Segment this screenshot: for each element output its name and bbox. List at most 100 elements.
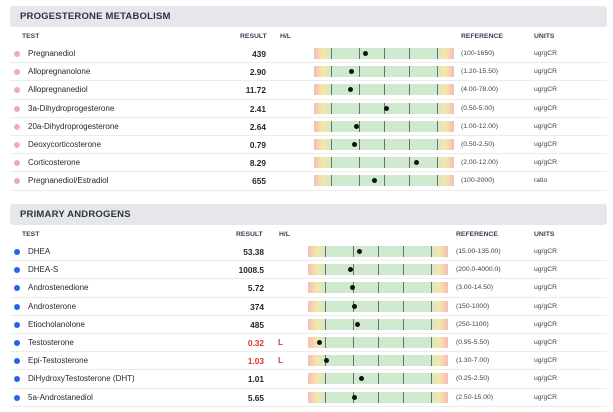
test-name: Corticosterone: [28, 158, 81, 168]
reference-range: (200.0-4000.0): [456, 266, 501, 274]
reference-range: (4.00-78.00): [461, 86, 499, 94]
bullet-dot-icon: [14, 285, 20, 292]
range-tick: [431, 373, 433, 385]
range-tick: [378, 373, 379, 385]
range-bar: [314, 102, 454, 114]
units: ug/gCR: [534, 266, 558, 274]
range-tick: [324, 318, 326, 330]
test-result: 655: [252, 176, 266, 187]
reference-range: (3.00-14.50): [456, 284, 494, 292]
range-tick: [437, 157, 439, 169]
table-row: Testosterone 0.32 L (0.95-5.50) ug/gCR: [10, 334, 607, 353]
range-tick: [403, 373, 405, 385]
table-row: 20a-Dihydroprogesterone 2.64 (1.00-12.00) u…: [10, 118, 607, 136]
range-tick: [330, 175, 332, 187]
range-bar: [314, 66, 454, 78]
bullet-dot-icon: [14, 160, 20, 167]
bullet-dot-icon: [14, 339, 20, 346]
reference-range: (1.00-12.00): [461, 122, 499, 130]
bullet-dot-icon: [14, 249, 20, 255]
test-name: Etiocholanolone: [28, 319, 85, 329]
range-bar: [308, 246, 448, 257]
test-result: 2.41: [249, 103, 266, 114]
range-tick: [409, 157, 411, 169]
range-tick: [352, 355, 354, 367]
range-tick: [409, 48, 411, 59]
test-name: Testosterone: [28, 337, 74, 347]
test-result: 439: [252, 49, 266, 59]
test-name: Androstenedione: [28, 283, 89, 293]
range-tick: [403, 264, 405, 276]
range-tick: [358, 66, 360, 78]
range-tick: [352, 336, 354, 348]
reference-range: (150-1000): [456, 302, 490, 310]
range-tick: [384, 48, 385, 59]
range-tick: [409, 120, 411, 132]
range-tick: [409, 102, 411, 114]
range-tick: [431, 355, 433, 367]
test-result: 0.79: [249, 139, 266, 150]
result-marker: [323, 358, 329, 364]
table-row: Deoxycorticosterone 0.79 (0.50-2.50) ug/gCR: [10, 136, 607, 155]
range-tick: [437, 138, 439, 150]
test-result: 374: [250, 301, 264, 312]
test-name: Epi-Testosterone: [28, 356, 89, 366]
table-row: 5a-Androstanediol 5.65 (2.50-15.00) ug/gCR: [10, 389, 607, 407]
table-row: Androsterone 374 (150-1000) ug/gCR: [10, 298, 607, 316]
bullet-dot-icon: [14, 51, 20, 57]
range-bar: [308, 391, 448, 403]
range-tick: [409, 66, 411, 78]
result-marker: [350, 285, 356, 291]
range-bar: [308, 300, 448, 312]
range-tick: [384, 120, 385, 132]
range-tick: [384, 157, 385, 169]
units: ug/gCR: [534, 104, 558, 112]
reference-range: (0.50-5.00): [461, 104, 495, 112]
table-row: Pregnanediol/Estradiol 655 (100-2000) ratio: [10, 172, 607, 191]
section-title: PRIMARY ANDROGENS: [10, 204, 607, 225]
range-tick: [324, 264, 326, 276]
range-tick: [437, 66, 439, 78]
reference-range: (15.00-135.00): [456, 248, 501, 255]
column-reference: REFERENCE: [461, 33, 503, 40]
test-name: DHEA-S: [28, 265, 59, 275]
range-tick: [378, 391, 379, 403]
range-tick: [409, 138, 411, 150]
range-tick: [437, 84, 439, 96]
bullet-dot-icon: [14, 394, 20, 401]
range-tick: [384, 138, 385, 150]
column-units: UNITS: [534, 33, 555, 40]
range-tick: [358, 138, 360, 150]
range-tick: [378, 318, 379, 330]
range-tick: [352, 318, 354, 330]
result-marker: [413, 160, 419, 166]
test-result: 8.29: [249, 158, 266, 169]
range-tick: [403, 300, 405, 312]
bullet-dot-icon: [14, 69, 20, 76]
units: ug/gCR: [534, 248, 558, 255]
test-name: Pregnanediol: [28, 49, 76, 58]
range-tick: [403, 391, 405, 403]
range-bar: [314, 120, 454, 132]
bullet-dot-icon: [14, 123, 20, 130]
range-bar: [308, 318, 448, 330]
primary-androgens-section: PRIMARY ANDROGENS TEST RESULT H/L REFERE…: [10, 204, 607, 407]
reference-range: (0.95-5.50): [456, 338, 490, 346]
results-table: Pregnanediol 439 (100-1650) ug/gCR Allopregn…: [10, 45, 607, 191]
units: ratio: [534, 177, 548, 185]
range-bar: [314, 175, 454, 187]
result-marker: [371, 178, 377, 184]
result-marker: [347, 267, 353, 273]
reference-range: (250-1100): [456, 320, 489, 328]
table-row: DHEA 53.38 (15.00-135.00) ug/gCR: [10, 243, 607, 262]
result-marker: [347, 87, 353, 93]
result-marker: [352, 141, 358, 147]
range-tick: [324, 336, 326, 348]
range-bar: [308, 336, 448, 348]
column-header-row: TEST RESULT H/L REFERENCE UNITS: [10, 27, 607, 45]
test-result: 2.90: [249, 67, 266, 78]
result-marker: [351, 394, 357, 400]
bullet-dot-icon: [14, 303, 20, 310]
range-bar: [308, 355, 448, 367]
range-tick: [431, 246, 433, 257]
